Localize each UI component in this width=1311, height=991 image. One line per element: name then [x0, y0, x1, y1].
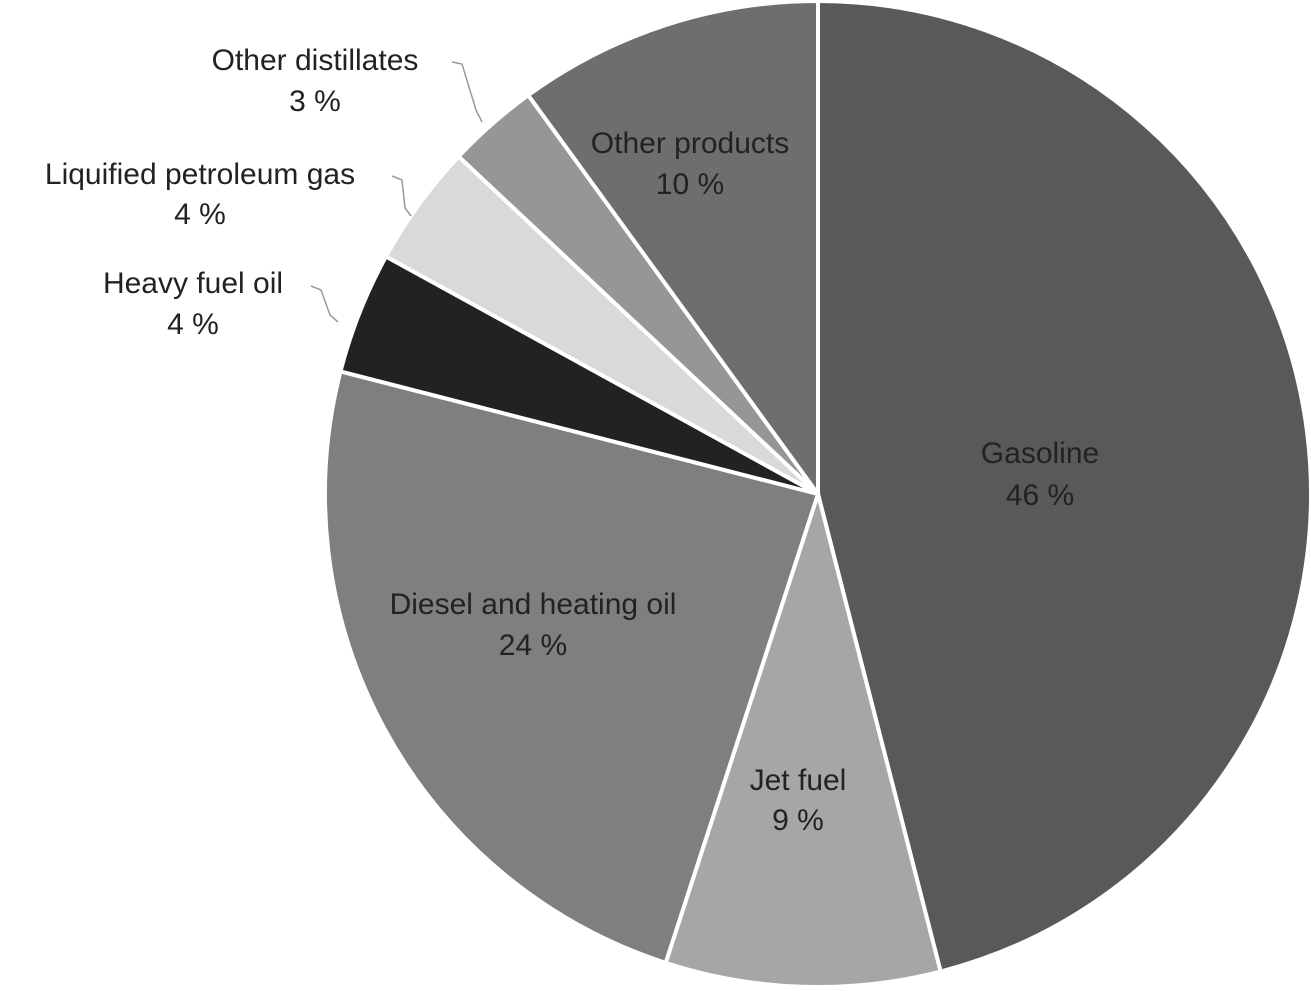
slice-value-diesel: 24 % [499, 629, 567, 662]
leader-heavy-fuel-oil [310, 285, 339, 323]
slice-label-gasoline: Gasoline [981, 437, 1099, 470]
pie-slice-gasoline [816, 0, 1311, 974]
slice-label-heavy-fuel-oil: Heavy fuel oil [103, 267, 283, 300]
leader-other-distillates [451, 61, 483, 123]
pie-slice-other-products [526, 0, 820, 496]
slice-value-jet-fuel: 9 % [772, 804, 824, 837]
slice-value-heavy-fuel-oil: 4 % [167, 308, 219, 341]
slice-label-other-products: Other products [591, 127, 789, 160]
slice-value-lpg: 4 % [174, 198, 226, 231]
pie-slice-diesel-and-heating-oil [323, 369, 820, 965]
slice-labels: Gasoline 46 % Jet fuel 9 % Diesel and he… [45, 44, 1099, 837]
slice-label-jet-fuel: Jet fuel [750, 764, 847, 797]
leader-lines [310, 61, 483, 323]
pie-slices [323, 0, 1311, 989]
slice-label-diesel: Diesel and heating oil [390, 588, 677, 621]
pie-slice-jet-fuel [663, 492, 943, 989]
slice-label-lpg: Liquified petroleum gas [45, 158, 355, 191]
leader-liquified-petroleum-gas [391, 175, 412, 217]
slice-value-other-products: 10 % [656, 168, 724, 201]
slice-value-other-distillates: 3 % [289, 85, 341, 118]
slice-value-gasoline: 46 % [1006, 479, 1074, 512]
slice-label-other-distillates: Other distillates [212, 44, 419, 77]
